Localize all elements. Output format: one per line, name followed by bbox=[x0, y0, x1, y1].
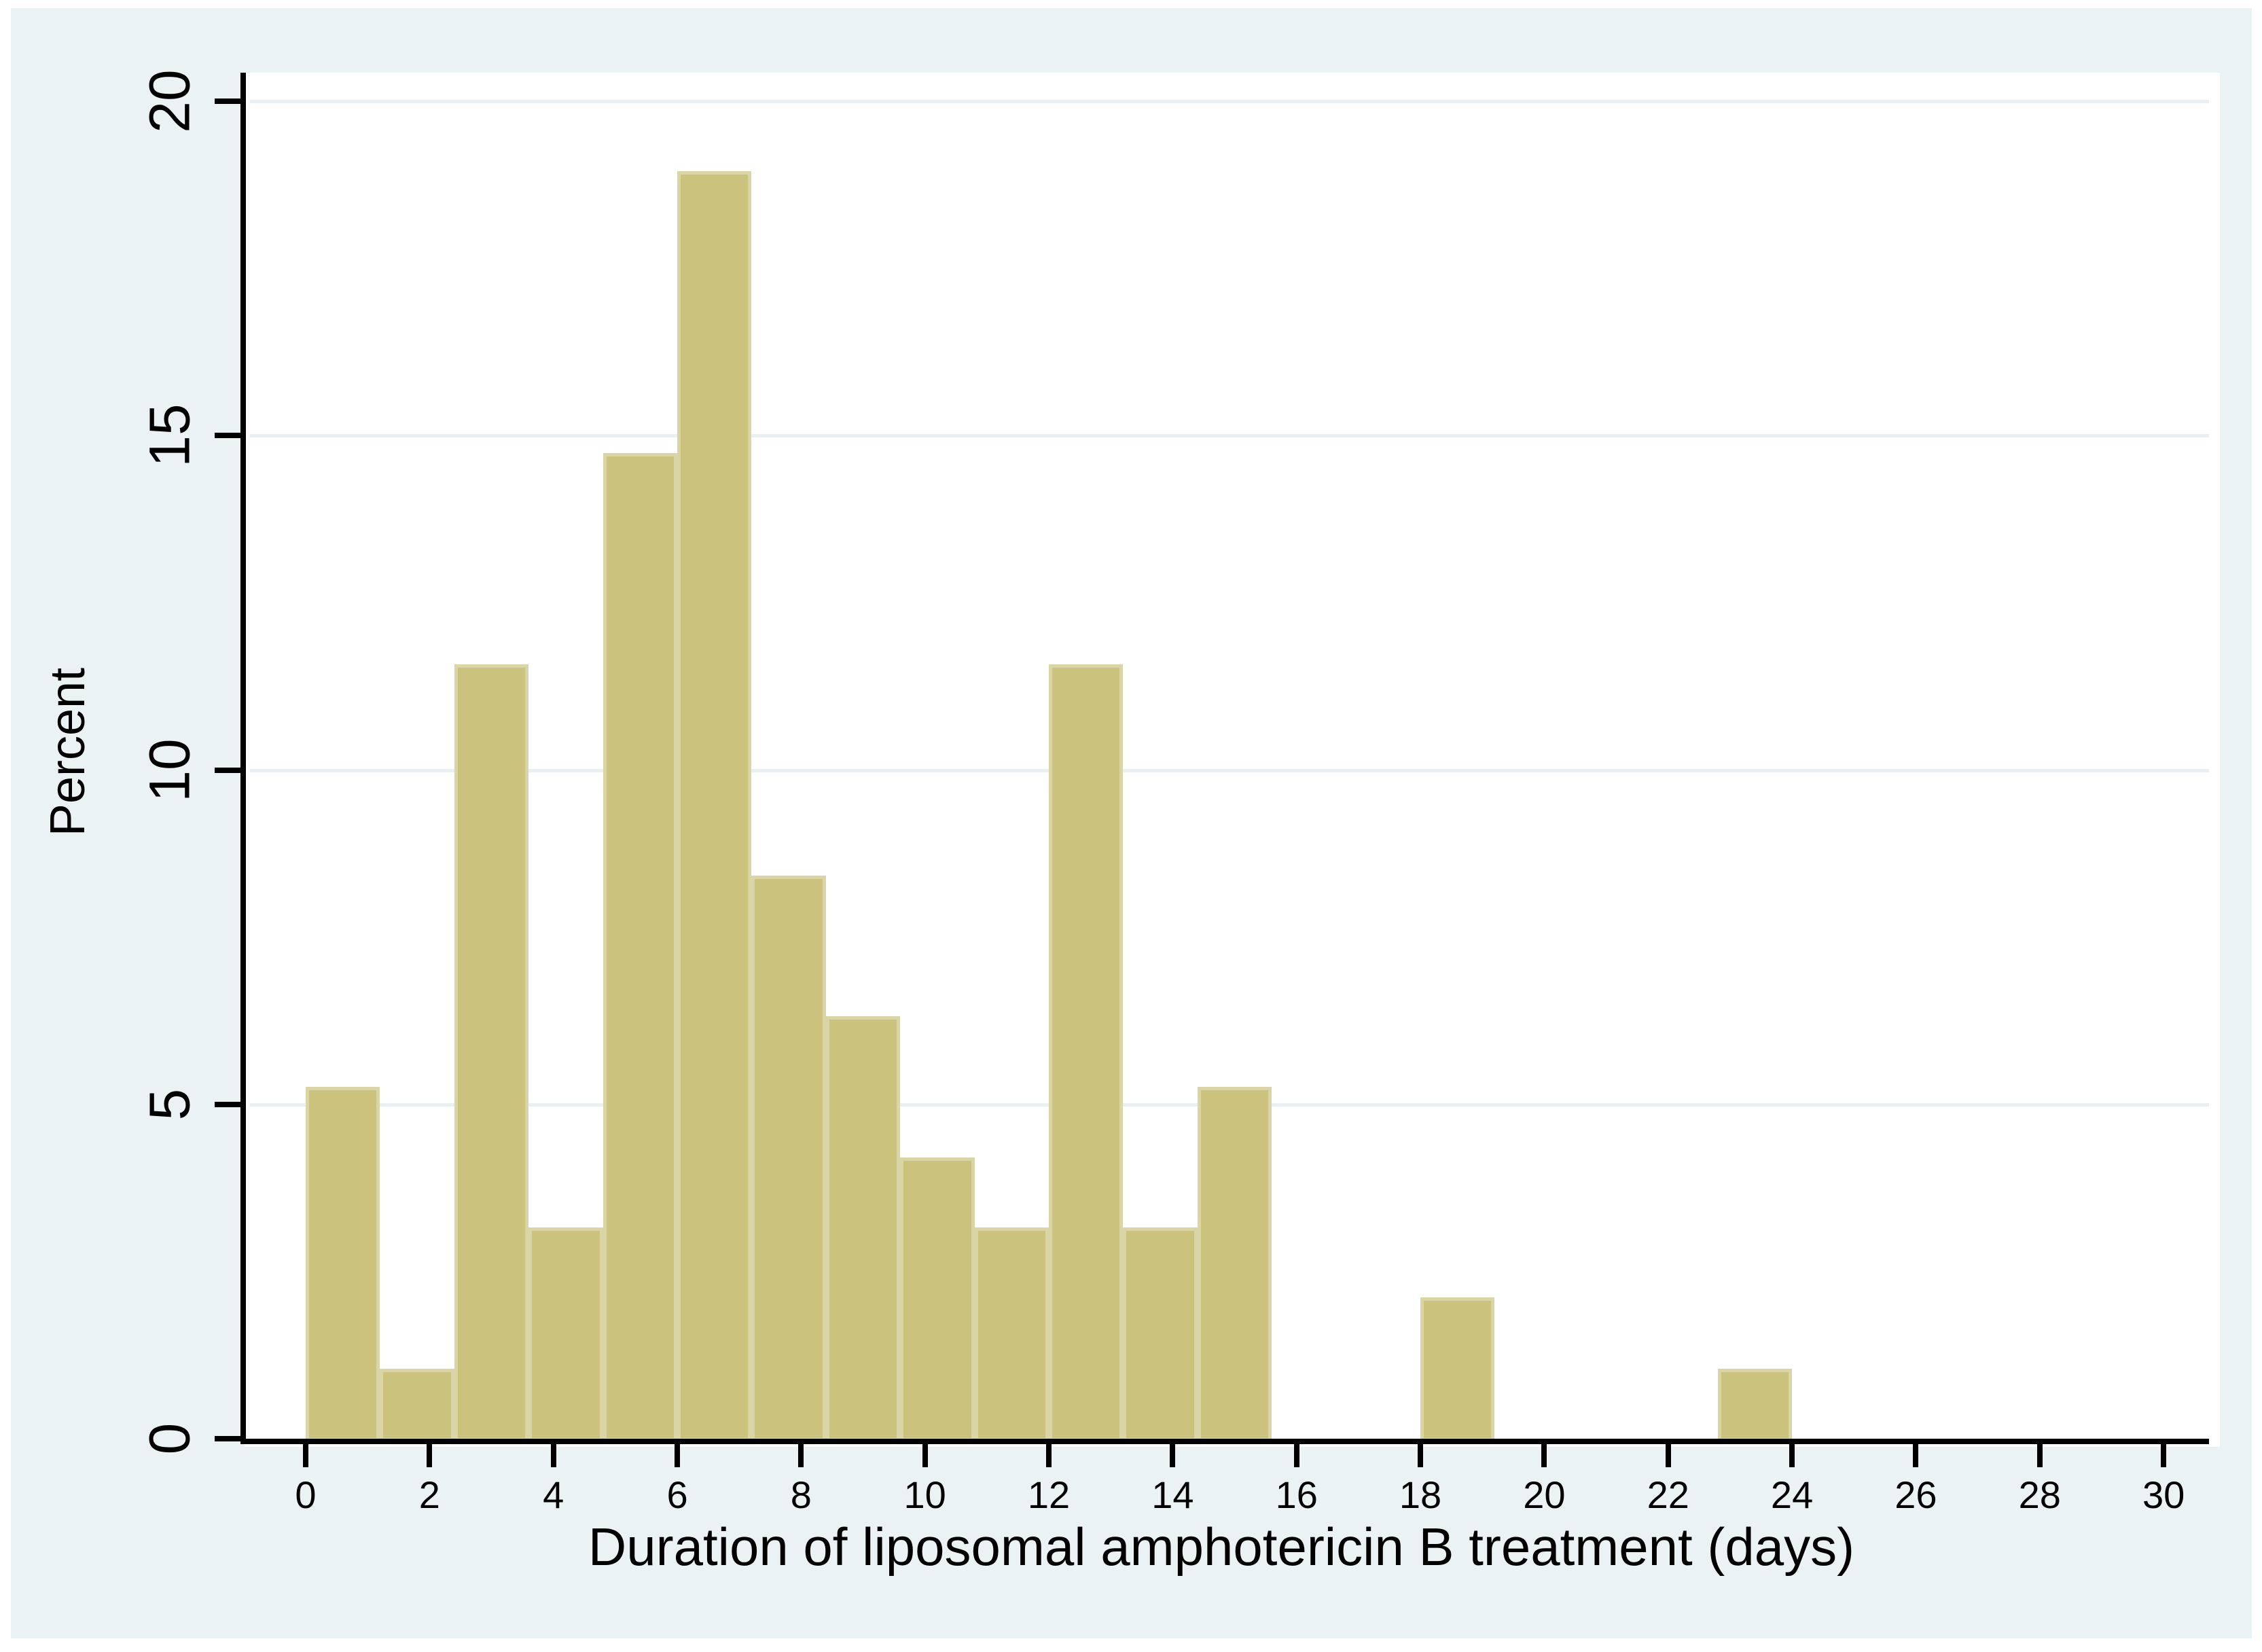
y-tick-label: 15 bbox=[137, 403, 202, 467]
x-tick-mark bbox=[1046, 1444, 1052, 1467]
histogram-bar bbox=[900, 1157, 975, 1441]
x-tick-mark bbox=[922, 1444, 928, 1467]
x-tick-label: 2 bbox=[418, 1473, 440, 1516]
x-axis-line bbox=[240, 1439, 2209, 1444]
histogram-bar bbox=[1717, 1368, 1793, 1441]
y-gridline bbox=[250, 100, 2209, 103]
histogram-bar bbox=[528, 1227, 603, 1441]
x-tick-mark bbox=[1170, 1444, 1176, 1467]
y-tick-label: 5 bbox=[137, 1088, 202, 1121]
histogram-bar bbox=[677, 171, 752, 1441]
y-gridline bbox=[250, 434, 2209, 438]
y-tick-label: 20 bbox=[137, 69, 202, 133]
histogram-bar bbox=[1049, 664, 1124, 1441]
y-tick-mark bbox=[215, 1101, 240, 1107]
y-tick-label: 10 bbox=[137, 738, 202, 802]
x-tick-label: 26 bbox=[1895, 1473, 1937, 1516]
x-tick-mark bbox=[1913, 1444, 1919, 1467]
histogram-bar bbox=[825, 1016, 901, 1441]
graph-background: Percent Duration of liposomal amphoteric… bbox=[11, 8, 2252, 1638]
x-tick-mark bbox=[1293, 1444, 1299, 1467]
histogram-bar bbox=[603, 452, 677, 1441]
x-tick-mark bbox=[1789, 1444, 1795, 1467]
x-tick-mark bbox=[675, 1444, 681, 1467]
histogram-bar bbox=[1123, 1227, 1198, 1441]
x-tick-label: 4 bbox=[543, 1473, 564, 1516]
x-tick-label: 10 bbox=[903, 1473, 946, 1516]
x-tick-mark bbox=[1541, 1444, 1547, 1467]
x-tick-label: 20 bbox=[1523, 1473, 1566, 1516]
x-tick-label: 16 bbox=[1275, 1473, 1318, 1516]
x-tick-label: 22 bbox=[1647, 1473, 1689, 1516]
x-tick-label: 8 bbox=[790, 1473, 812, 1516]
histogram-bar bbox=[1197, 1087, 1272, 1441]
x-tick-mark bbox=[427, 1444, 433, 1467]
y-axis-title: Percent bbox=[41, 667, 95, 837]
x-tick-label: 18 bbox=[1399, 1473, 1442, 1516]
x-tick-label: 28 bbox=[2018, 1473, 2061, 1516]
y-axis-line bbox=[240, 73, 246, 1444]
y-gridline bbox=[250, 768, 2209, 772]
histogram-bar bbox=[1420, 1297, 1495, 1441]
x-tick-label: 24 bbox=[1770, 1473, 1814, 1516]
histogram-bar bbox=[751, 876, 826, 1441]
x-tick-mark bbox=[550, 1444, 556, 1467]
x-tick-mark bbox=[1665, 1444, 1671, 1467]
x-tick-label: 30 bbox=[2142, 1473, 2185, 1516]
x-tick-mark bbox=[798, 1444, 804, 1467]
histogram-bar bbox=[974, 1227, 1049, 1441]
x-tick-label: 14 bbox=[1151, 1473, 1194, 1516]
x-tick-mark bbox=[2036, 1444, 2043, 1467]
y-tick-mark bbox=[215, 1436, 240, 1441]
histogram-bar bbox=[454, 664, 529, 1441]
x-tick-mark bbox=[2161, 1444, 2167, 1467]
x-tick-label: 6 bbox=[666, 1473, 688, 1516]
histogram-bar bbox=[306, 1087, 380, 1441]
histogram-bar bbox=[380, 1368, 454, 1441]
x-tick-label: 0 bbox=[295, 1473, 317, 1516]
x-tick-mark bbox=[1418, 1444, 1424, 1467]
x-tick-label: 12 bbox=[1027, 1473, 1071, 1516]
y-tick-mark bbox=[215, 767, 240, 773]
y-tick-mark bbox=[215, 433, 240, 439]
y-tick-mark bbox=[215, 98, 240, 104]
x-tick-mark bbox=[303, 1444, 308, 1467]
x-axis-title: Duration of liposomal amphotericin B tre… bbox=[588, 1517, 1855, 1577]
y-tick-label: 0 bbox=[137, 1422, 202, 1455]
